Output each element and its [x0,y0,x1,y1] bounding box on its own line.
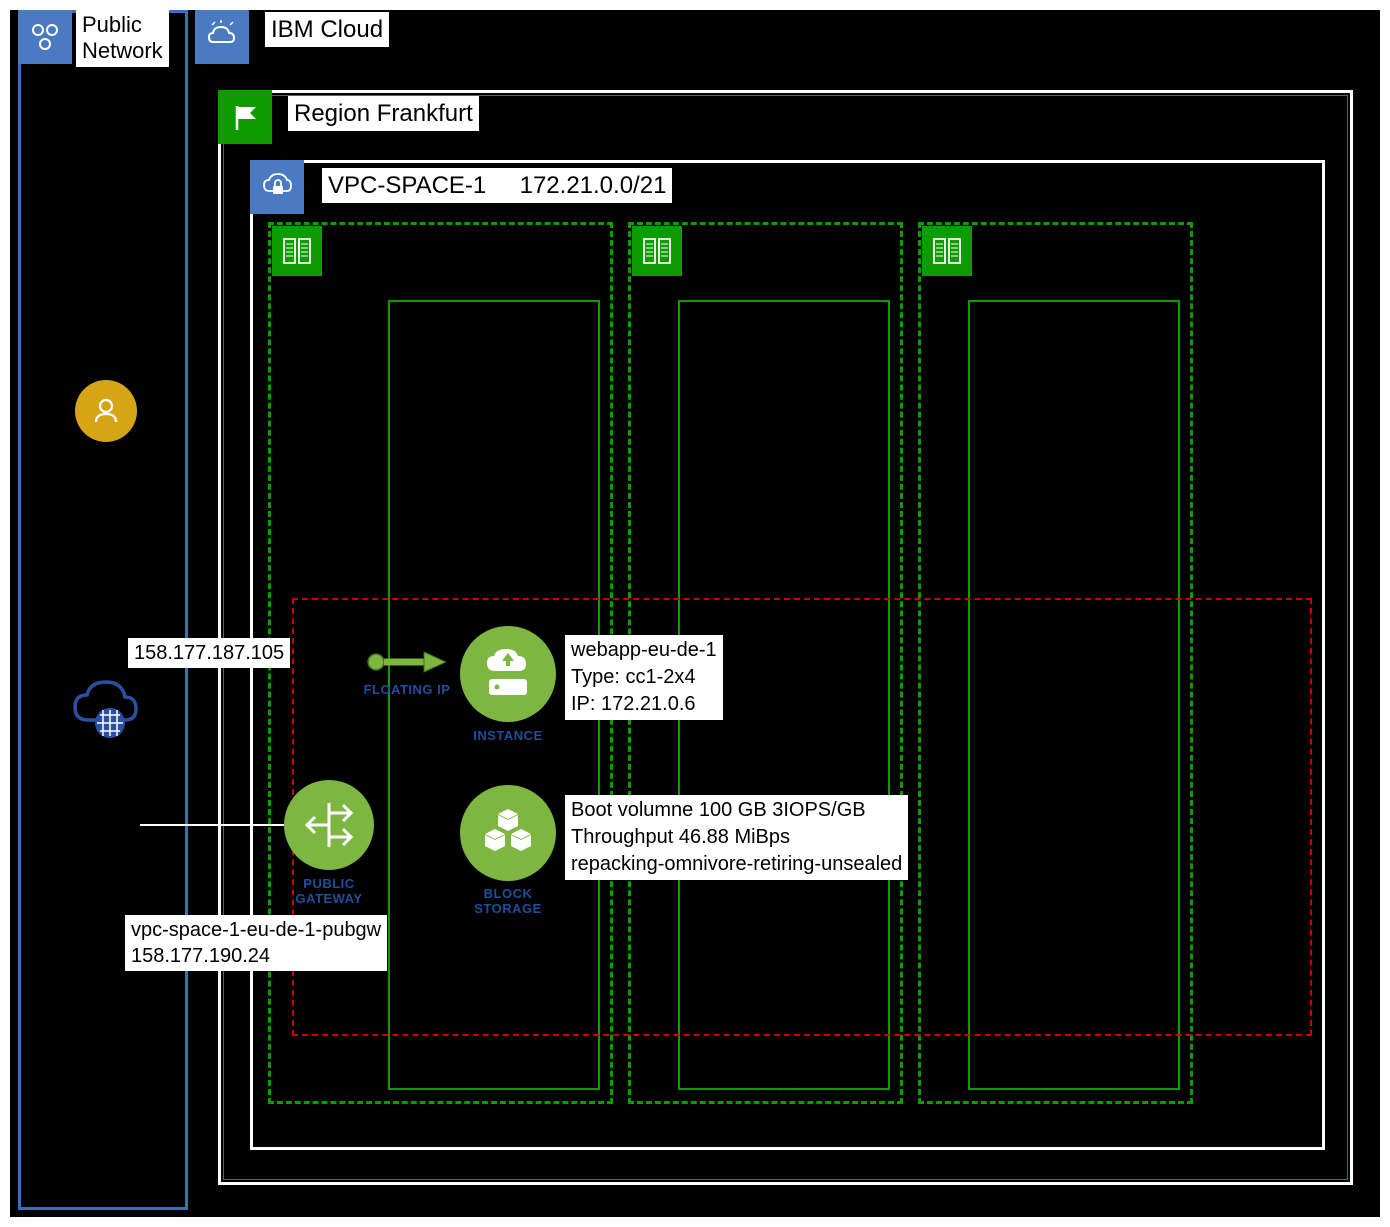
instance-type: Type: cc1-2x4 [571,666,696,688]
public-label-line1: Public [82,12,142,37]
architecture-diagram: Public Network IBM Cloud Region Frankfur… [10,10,1380,1217]
instance-details-label: webapp-eu-de-1 Type: cc1-2x4 IP: 172.21.… [565,635,723,720]
public-gateway-icon [284,780,374,870]
block-storage-caption: BLOCK STORAGE [468,886,548,916]
bs-line3: repacking-omnivore-retiring-unsealed [571,853,902,875]
pubgw-ip: 158.177.190.24 [131,945,270,967]
public-network-box [18,10,188,1210]
instance-name: webapp-eu-de-1 [571,639,717,661]
zone-2-datacenter-icon [632,226,682,276]
public-gateway-caption: PUBLIC GATEWAY [288,876,370,906]
ibm-cloud-label: IBM Cloud [265,12,389,47]
vpc-name: VPC-SPACE-1 [328,172,486,199]
public-label-line2: Network [82,38,163,63]
zone-3-datacenter-icon [922,226,972,276]
vpc-cidr: 172.21.0.0/21 [520,172,667,199]
floating-ip-arrow-icon [366,650,446,674]
block-storage-details-label: Boot volumne 100 GB 3IOPS/GB Throughput … [565,795,908,880]
internet-icon [70,675,140,745]
instance-icon [460,626,556,722]
public-network-label: Public Network [76,10,169,67]
public-gateway-label: vpc-space-1-eu-de-1-pubgw 158.177.190.24 [125,915,387,971]
user-icon [75,380,137,442]
instance-caption: INSTANCE [470,728,546,743]
block-storage-icon [460,785,556,881]
bs-line2: Throughput 46.88 MiBps [571,826,790,848]
region-label: Region Frankfurt [288,96,479,131]
vpc-label-row: VPC-SPACE-1 172.21.0.0/21 [322,168,672,203]
instance-ip: IP: 172.21.0.6 [571,693,696,715]
floating-ip-caption: FLOATING IP [362,682,452,697]
zone-1-datacenter-icon [272,226,322,276]
pubgw-name: vpc-space-1-eu-de-1-pubgw [131,919,381,941]
ibm-cloud-icon [195,10,249,64]
floating-ip-address-label: 158.177.187.105 [128,638,290,668]
public-network-icon [18,10,72,64]
region-flag-icon [218,90,272,144]
bs-line1: Boot volumne 100 GB 3IOPS/GB [571,799,866,821]
vpc-icon [250,160,304,214]
